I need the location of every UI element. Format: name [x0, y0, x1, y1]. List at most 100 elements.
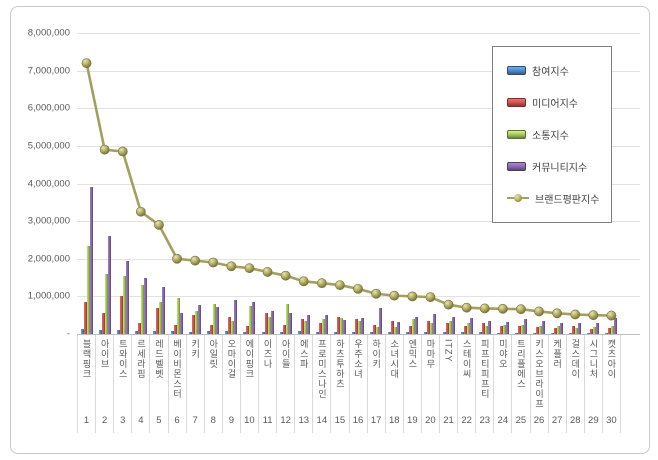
bar-커뮤니티지수-rank13 [306, 315, 310, 334]
bar-미디어지수-rank23 [481, 322, 485, 334]
bar-참여지수-rank16 [352, 332, 356, 334]
rank-number: 19 [407, 415, 418, 426]
rank-number: 30 [606, 415, 617, 426]
bar-커뮤니티지수-rank11 [270, 311, 274, 334]
x-axis-category-label: 에이핑크 [244, 339, 255, 379]
category-separator [439, 335, 440, 433]
x-axis-category-label: 오마이걸 [226, 339, 237, 379]
bar-미디어지수-rank16 [355, 318, 359, 334]
x-axis-category-label: 미야오 [497, 339, 508, 369]
bar-소통지수-rank18 [394, 327, 398, 334]
legend-marker-icon [514, 194, 522, 203]
legend-item-소통지수: 소통지수 [507, 127, 611, 142]
x-axis-category-label: 트와이스 [117, 339, 128, 379]
x-axis-category-label: 하츠투하츠 [334, 339, 345, 389]
category-separator [239, 335, 241, 433]
category-separator [384, 335, 386, 433]
bar-소통지수-rank16 [358, 320, 362, 334]
bar-참여지수-rank22 [460, 332, 464, 334]
bar-미디어지수-rank7 [192, 315, 196, 334]
bar-소통지수-rank7 [195, 310, 199, 334]
bar-미디어지수-rank27 [554, 328, 558, 334]
category-separator [529, 335, 531, 433]
bar-미디어지수-rank17 [373, 324, 377, 334]
bar-참여지수-rank12 [279, 331, 283, 334]
bar-소통지수-rank24 [502, 324, 506, 334]
x-axis-category-label: 트리플에스 [515, 339, 526, 389]
x-axis-category-label: 에스파 [298, 339, 309, 369]
bar-커뮤니티지수-rank7 [198, 304, 202, 334]
bar-소통지수-rank27 [557, 326, 561, 334]
x-axis-category-label: 블랙핑크 [81, 339, 92, 379]
rank-number: 5 [156, 415, 162, 426]
category-separator [330, 335, 332, 433]
bar-커뮤니티지수-rank1 [89, 187, 93, 334]
rank-number: 14 [316, 415, 328, 426]
x-axis-category-label: 하이키 [371, 339, 382, 369]
bar-참여지수-rank5 [152, 330, 156, 334]
line-marker-rank16 [353, 283, 363, 294]
bar-커뮤니티지수-rank6 [180, 313, 184, 334]
line-marker-rank9 [226, 261, 237, 272]
bar-미디어지수-rank28 [572, 326, 576, 334]
bar-참여지수-rank19 [406, 332, 410, 334]
legend-bar-swatch-icon [507, 66, 526, 76]
category-separator [77, 335, 78, 433]
rank-number: 22 [461, 415, 472, 426]
bar-커뮤니티지수-rank26 [542, 320, 546, 334]
rank-number: 15 [334, 415, 346, 426]
bar-커뮤니티지수-rank9 [234, 300, 238, 334]
x-axis-category-label: 르세라핌 [135, 339, 146, 379]
legend-bar-swatch-icon [507, 129, 526, 139]
category-separator [167, 335, 169, 433]
bar-소통지수-rank26 [539, 325, 543, 334]
bar-소통지수-rank14 [321, 318, 325, 334]
bar-커뮤니티지수-rank24 [505, 321, 509, 334]
category-separator [312, 335, 314, 433]
rank-number: 16 [352, 415, 364, 426]
bar-커뮤니티지수-rank4 [143, 277, 147, 334]
rank-number: 12 [280, 415, 291, 426]
bar-소통지수-rank17 [376, 327, 380, 334]
bar-참여지수-rank13 [297, 331, 301, 334]
bar-소통지수-rank21 [448, 320, 452, 334]
category-separator [583, 335, 585, 433]
bar-커뮤니티지수-rank2 [107, 236, 111, 334]
y-axis-tick-label: 3,000,000 [27, 215, 70, 227]
rank-number: 4 [138, 415, 144, 426]
category-separator [511, 335, 513, 433]
rank-number: 1 [83, 415, 90, 426]
category-separator [565, 335, 567, 433]
rank-number: 13 [298, 415, 310, 426]
x-axis-category-label: 케플러 [552, 339, 563, 369]
bar-소통지수-rank25 [520, 324, 524, 334]
category-separator [547, 335, 549, 433]
bar-미디어지수-rank30 [608, 328, 612, 334]
line-marker-rank4 [135, 206, 146, 217]
rank-number: 6 [174, 415, 180, 426]
bar-참여지수-rank8 [207, 330, 211, 334]
gridline [77, 33, 640, 34]
bar-커뮤니티지수-rank27 [560, 322, 564, 334]
bar-커뮤니티지수-rank28 [578, 323, 582, 334]
bar-참여지수-rank6 [171, 330, 175, 334]
bar-미디어지수-rank29 [590, 329, 594, 334]
bar-커뮤니티지수-rank23 [487, 320, 491, 334]
category-separator [95, 335, 97, 433]
x-axis-category-label: 시그니처 [588, 339, 599, 379]
legend: 참여지수 미디어지수 소통지수 커뮤니티지수 브랜드평판지수 [492, 46, 612, 223]
bar-참여지수-rank23 [478, 332, 482, 334]
rank-number: 25 [515, 415, 527, 426]
bar-미디어지수-rank24 [499, 326, 503, 334]
line-marker-rank11 [262, 267, 273, 277]
bar-미디어지수-rank12 [282, 324, 286, 334]
x-axis-category-label: 걸스데이 [570, 339, 581, 379]
bar-참여지수-rank1 [80, 329, 84, 334]
bar-참여지수-rank20 [424, 332, 428, 334]
bar-미디어지수-rank10 [246, 326, 250, 334]
line-marker-rank23 [479, 303, 490, 314]
line-marker-rank22 [461, 302, 472, 313]
bar-커뮤니티지수-rank10 [252, 302, 256, 334]
rank-number: 21 [443, 415, 454, 426]
bar-참여지수-rank17 [370, 332, 374, 334]
